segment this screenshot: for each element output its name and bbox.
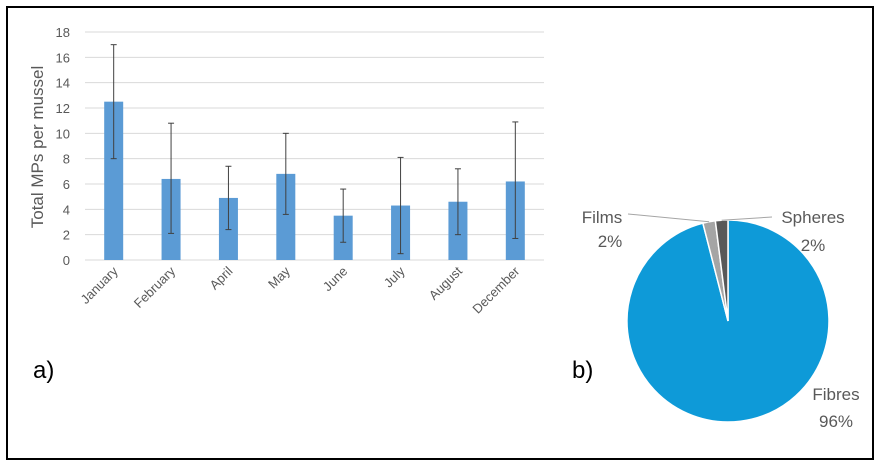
y-tick-label: 6 [63, 177, 70, 192]
panel-label-b: b) [572, 357, 593, 385]
y-axis-label: Total MPs per mussel [28, 66, 47, 229]
pie-slices [627, 220, 829, 422]
y-tick-label: 12 [56, 101, 70, 116]
leader-line [722, 217, 772, 220]
x-tick-label: January [77, 263, 121, 307]
y-tick-label: 16 [56, 50, 70, 65]
y-tick-labels: 0 2 4 6 8 10 12 14 16 18 [56, 25, 70, 268]
pie-chart: Fibres 96% Films 2% Spheres 2% [580, 195, 870, 455]
x-tick-label: February [131, 263, 179, 311]
y-tick-label: 18 [56, 25, 70, 40]
x-tick-label: July [381, 263, 408, 290]
pie-label: Fibres [812, 385, 859, 404]
x-tick-label: August [426, 263, 465, 302]
x-tick-label: June [320, 264, 351, 295]
y-tick-label: 8 [63, 152, 70, 167]
x-tick-label: December [469, 263, 522, 316]
pie-label: Films [582, 208, 623, 227]
leader-line [628, 214, 709, 222]
pie-label: Spheres [781, 208, 844, 227]
bars [104, 102, 525, 260]
y-tick-label: 14 [56, 76, 70, 91]
pie-label: 2% [801, 236, 826, 255]
pie-label: 2% [598, 232, 623, 251]
panel-label-a: a) [33, 357, 54, 385]
y-tick-label: 0 [63, 253, 70, 268]
y-tick-label: 2 [63, 228, 70, 243]
x-tick-label: April [207, 263, 236, 292]
y-tick-label: 4 [63, 202, 70, 217]
bar-gridlines [85, 32, 544, 260]
x-tick-labels: January February April May June July August Dec… [77, 263, 522, 316]
y-tick-label: 10 [56, 126, 70, 141]
x-tick-label: May [265, 263, 293, 291]
pie-leader-lines [628, 214, 772, 222]
pie-label: 96% [819, 412, 853, 431]
